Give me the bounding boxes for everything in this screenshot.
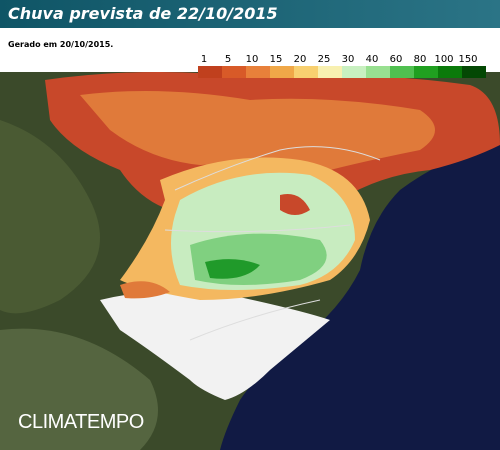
legend-label: 1 xyxy=(201,54,207,65)
legend-swatch xyxy=(390,66,414,78)
legend-label: 30 xyxy=(342,54,355,65)
legend-label: 60 xyxy=(390,54,403,65)
legend-label: 5 xyxy=(225,54,231,65)
legend-swatch xyxy=(462,66,486,78)
legend: 1 5 10 15 20 25 30 40 60 80 100 150 xyxy=(198,54,486,78)
rain-area xyxy=(120,281,170,299)
legend-label: 80 xyxy=(414,54,427,65)
legend-swatch xyxy=(366,66,390,78)
ocean xyxy=(220,140,500,450)
land-texture xyxy=(0,328,158,450)
no-rain-area xyxy=(100,291,330,400)
legend-swatch xyxy=(342,66,366,78)
rain-area xyxy=(205,259,260,279)
legend-swatch xyxy=(198,66,222,78)
legend-label: 40 xyxy=(366,54,379,65)
legend-swatch xyxy=(222,66,246,78)
legend-swatch xyxy=(294,66,318,78)
title-bar xyxy=(0,0,500,28)
state-border xyxy=(164,146,381,341)
brand-logo: CLIMATEMPO xyxy=(18,411,144,433)
rain-area xyxy=(280,194,310,215)
legend-label: 20 xyxy=(294,54,307,65)
legend-swatch xyxy=(270,66,294,78)
legend-swatch xyxy=(438,66,462,78)
title: Chuva prevista de 22/10/2015 xyxy=(8,4,278,23)
legend-label: 25 xyxy=(318,54,331,65)
legend-label: 10 xyxy=(246,54,259,65)
legend-swatch xyxy=(318,66,342,78)
land-texture xyxy=(0,120,100,314)
legend-label: 100 xyxy=(434,54,453,65)
legend-label: 15 xyxy=(270,54,283,65)
generated-date: Gerado em 20/10/2015. xyxy=(8,40,113,49)
legend-swatch xyxy=(414,66,438,78)
legend-label: 150 xyxy=(458,54,477,65)
header-area xyxy=(0,28,500,72)
legend-swatch xyxy=(246,66,270,78)
